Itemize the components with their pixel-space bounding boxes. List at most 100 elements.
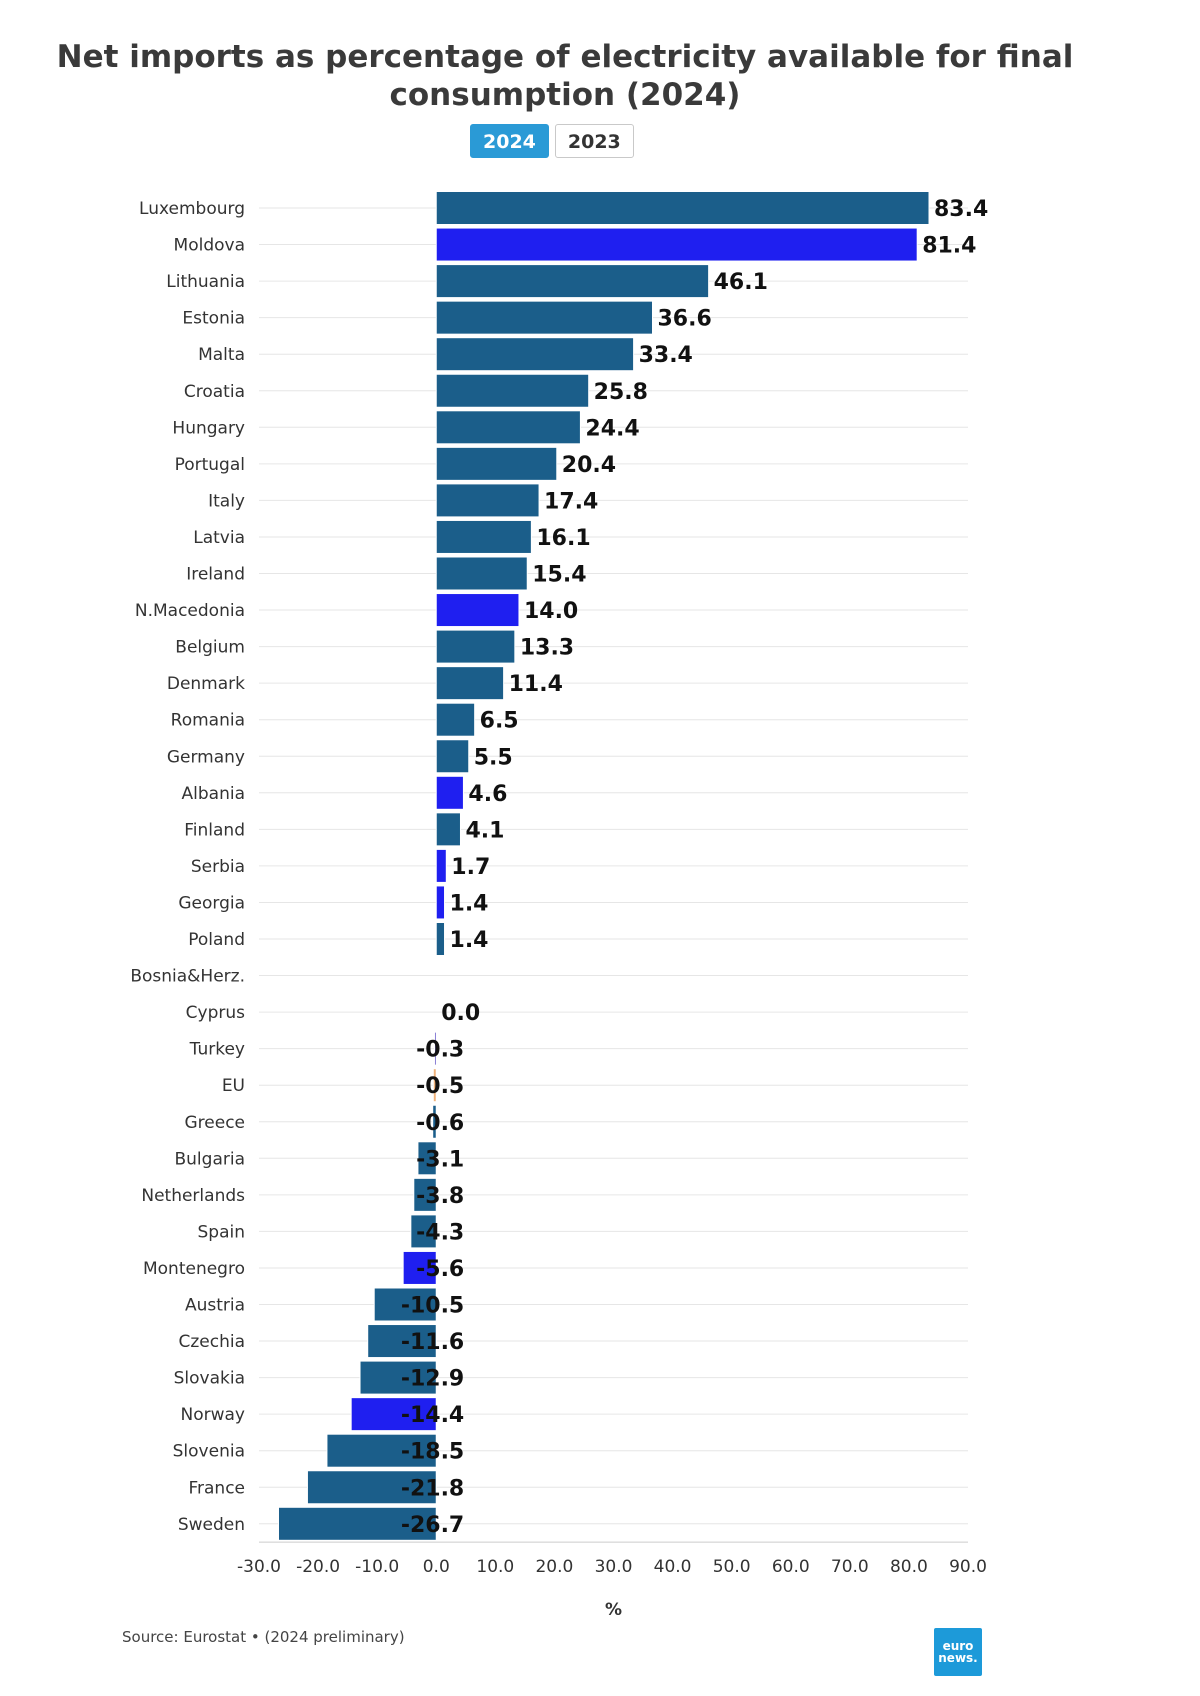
x-tick-label: 40.0 [654,1557,692,1577]
category-label: Croatia [184,382,245,402]
value-label: 13.3 [520,636,574,661]
chart-title: Net imports as percentage of electricity… [56,39,1074,113]
value-label: 17.4 [544,489,598,514]
value-label: 5.5 [474,745,513,770]
category-label: Belgium [175,638,245,658]
bar [435,191,930,225]
source-note: Source: Eurostat • (2024 preliminary) [122,1628,405,1646]
year-tabs: 2024 2023 [470,124,634,158]
bar [367,1324,437,1359]
category-label: Sweden [178,1515,245,1535]
bar [435,483,540,518]
bar [435,264,710,299]
bar [435,300,653,335]
category-label: Spain [198,1222,246,1242]
category-label: Serbia [191,857,245,877]
value-label: 81.4 [922,234,976,259]
category-label: Montenegro [143,1259,245,1279]
bar [359,1360,437,1395]
bar [410,1214,437,1249]
category-label: Portugal [175,455,245,475]
value-label: 1.4 [450,891,489,916]
bar [402,1250,437,1285]
x-axis-label: % [605,1600,622,1620]
value-label: 14.0 [524,599,578,624]
category-label: Ireland [186,565,245,585]
value-label: 6.5 [480,709,519,734]
category-label: France [188,1478,245,1498]
value-label: -14.4 [401,1403,464,1428]
bar [435,702,476,737]
x-tick-label: 10.0 [476,1557,514,1577]
value-label: 46.1 [714,270,768,295]
bar [435,812,461,847]
value-label: -11.6 [401,1330,464,1355]
category-label: Poland [188,930,245,950]
bar [435,775,464,810]
x-tick-label: 50.0 [713,1557,751,1577]
value-label: 0.0 [441,1001,480,1026]
bar [435,629,516,664]
category-label: Slovenia [173,1442,245,1462]
x-tick-label: 30.0 [595,1557,633,1577]
x-tick-label: 60.0 [772,1557,810,1577]
x-tick-label: 90.0 [949,1557,987,1577]
tab-2024[interactable]: 2024 [470,124,549,158]
category-label: Germany [167,747,245,767]
category-label: Greece [184,1113,245,1133]
category-label: Estonia [182,309,245,329]
category-label: Austria [185,1296,245,1316]
bar [435,922,446,956]
value-label: 36.6 [657,307,711,332]
category-label: Bosnia&Herz. [130,967,245,987]
bar [435,337,635,372]
category-label: Bulgaria [175,1149,246,1169]
tab-2023[interactable]: 2023 [554,124,634,158]
value-label: -0.6 [416,1111,464,1136]
value-label: -18.5 [401,1440,464,1465]
category-label: Slovakia [174,1369,245,1389]
value-label: 83.4 [934,197,988,222]
bar [435,410,581,445]
bar [306,1470,437,1505]
value-label: -0.5 [416,1074,464,1099]
category-label: Cyprus [186,1003,245,1023]
category-label: Hungary [172,418,245,438]
x-tick-label: 20.0 [535,1557,573,1577]
bar [373,1287,437,1322]
value-label: 25.8 [594,380,648,405]
bar [326,1433,437,1468]
category-label: Moldova [174,236,245,256]
value-label: -3.8 [416,1184,464,1209]
bar [432,1068,437,1103]
category-label: Czechia [178,1332,245,1352]
x-tick-label: 70.0 [831,1557,869,1577]
bar [432,1104,437,1139]
value-label: -4.3 [416,1220,464,1245]
bar [277,1506,437,1541]
value-label: 1.7 [451,855,490,880]
category-label: Albania [182,784,245,804]
value-label: -3.1 [416,1147,464,1172]
bar [435,885,446,920]
value-label: -0.3 [416,1038,464,1063]
bar [435,373,590,408]
category-label: Malta [198,345,245,365]
value-label: -5.6 [416,1257,464,1282]
bar-chart: -30.0 -20.0 -10.0 0.0 10.0 20.0 30.0 40.0 50.0 60… [130,191,988,1620]
value-label: -12.9 [401,1367,464,1392]
value-label: 4.1 [465,818,504,843]
value-label: 1.4 [450,928,489,953]
value-label: 24.4 [585,416,639,441]
value-label: 15.4 [532,563,586,588]
category-label: Netherlands [141,1186,245,1206]
euronews-logo: euro news. [934,1628,982,1676]
x-tick-label: -30.0 [237,1557,281,1577]
value-label: 33.4 [639,343,693,368]
category-label: Italy [208,491,245,511]
x-tick-label: -20.0 [296,1557,340,1577]
bar [433,1031,437,1066]
x-tick-label: 80.0 [890,1557,928,1577]
value-label: 16.1 [536,526,590,551]
value-label: 20.4 [562,453,616,478]
